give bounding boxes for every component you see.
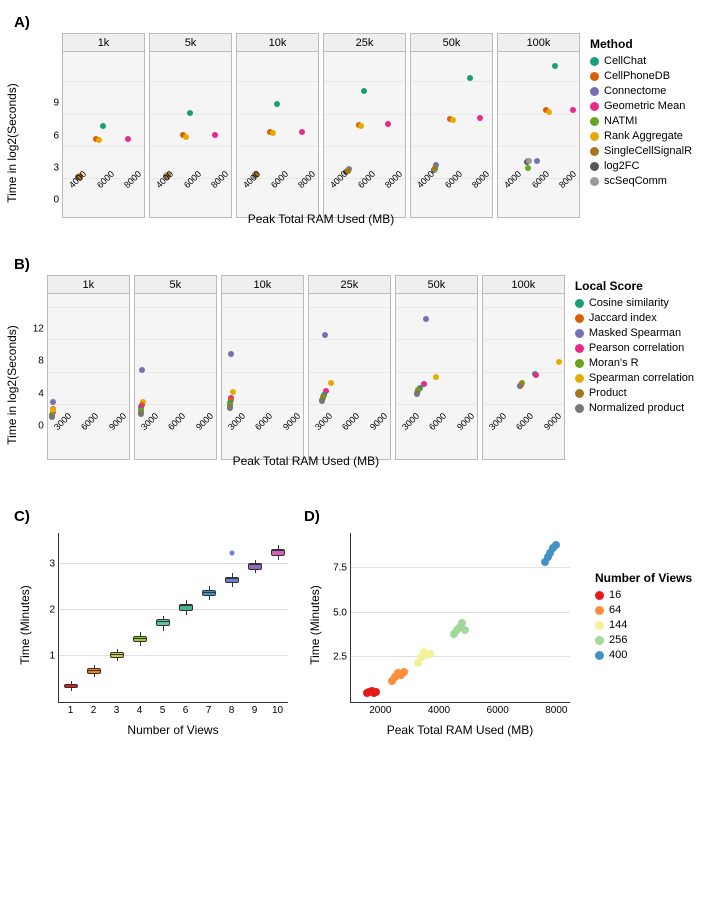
facet-50k: 50k300060009000 [395,275,478,460]
panel-c-label: C) [14,508,300,525]
facet-1k: 1k300060009000 [47,275,130,460]
facet-100k: 100k300060009000 [482,275,565,460]
point [361,88,367,94]
point [322,332,328,338]
panel-b-ylabel: Time in log2(Seconds) [5,325,19,445]
point [526,158,532,164]
point [546,109,552,115]
point [299,129,305,135]
point [139,367,145,373]
point [423,316,429,322]
panel-a-facets: 1k4000600080005k40006000800010k400060008… [62,33,580,218]
point [517,383,523,389]
point [274,101,280,107]
panel-a-legend: Method CellChatCellPhoneDBConnectomeGeom… [580,33,696,194]
point [556,359,562,365]
facet-10k: 10k300060009000 [221,275,304,460]
panel-b-legend: Local Score Cosine similarityJaccard ind… [565,275,698,421]
facet-50k: 50k400060008000 [410,33,493,218]
point [525,165,531,171]
facet-1k: 1k400060008000 [62,33,145,218]
point [570,107,576,113]
point [533,372,539,378]
point [467,75,473,81]
panel-a: Time in log2(Seconds) 0369 1k40006000800… [10,33,698,238]
point [138,411,144,417]
point [212,132,218,138]
point [228,351,234,357]
point [433,374,439,380]
point [50,399,56,405]
point [270,130,276,136]
point [96,137,102,143]
panel-b: Time in log2(Seconds) 04812 1k3000600090… [10,275,698,480]
panel-b-facets: 1k3000600090005k30006000900010k300060009… [47,275,565,460]
point [125,136,131,142]
panel-b-label: B) [14,256,698,273]
panel-c: 12312345678910Time (Minutes)Number of Vi… [10,527,300,742]
point [319,398,325,404]
facet-5k: 5k400060008000 [149,33,232,218]
facet-100k: 100k400060008000 [497,33,580,218]
point [414,391,420,397]
panel-d: 2.55.07.52000400060008000Time (Minutes)P… [300,527,585,742]
panel-a-ylabel: Time in log2(Seconds) [5,83,19,203]
point [49,414,55,420]
point [552,63,558,69]
point [385,121,391,127]
point [100,123,106,129]
point [328,380,334,386]
point [477,115,483,121]
point [230,389,236,395]
point [534,158,540,164]
point [450,117,456,123]
facet-25k: 25k400060008000 [323,33,406,218]
facet-10k: 10k400060008000 [236,33,319,218]
panel-a-label: A) [14,14,698,31]
panel-d-legend: Number of Views 1664144256400 [585,567,696,668]
point [358,123,364,129]
point [227,405,233,411]
point [432,165,438,171]
point [183,134,189,140]
panel-d-label: D) [304,508,696,525]
facet-25k: 25k300060009000 [308,275,391,460]
facet-5k: 5k300060009000 [134,275,217,460]
panel-cd-row: C) 12312345678910Time (Minutes)Number of… [10,504,698,742]
point [187,110,193,116]
